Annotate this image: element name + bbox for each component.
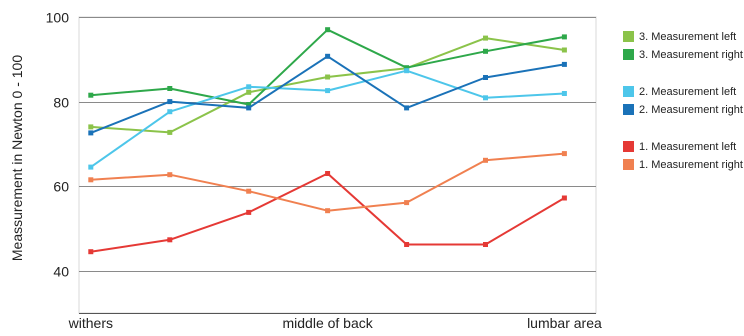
data-point [167, 99, 173, 105]
data-point [167, 86, 173, 91]
series-2 [88, 27, 567, 107]
legend-item: 3. Measurement right [623, 49, 743, 61]
data-point [246, 102, 252, 107]
data-point [561, 195, 567, 201]
series-line [90, 152, 565, 212]
y-axis-title: Meassurement in Newton 0 - 100 [9, 55, 25, 261]
data-point [561, 151, 567, 157]
legend-item: 2. Measurement left [623, 86, 736, 98]
legend-label: 1. Measurement right [639, 159, 743, 171]
data-point [88, 92, 94, 98]
data-point [561, 61, 567, 67]
data-point [404, 105, 410, 111]
data-point [88, 249, 94, 255]
series-line [90, 69, 565, 168]
data-point [167, 109, 173, 115]
axis-layer: 40 60 80 100 withers middle of back lumbar are… [46, 10, 602, 332]
data-point [325, 171, 331, 176]
data-point [483, 95, 488, 101]
legend-swatch [623, 49, 634, 60]
y-tick-label: 80 [53, 95, 69, 111]
data-point [404, 68, 410, 74]
series-3 [88, 68, 567, 170]
data-point [246, 209, 252, 215]
legend-swatch [623, 159, 634, 170]
data-point [246, 105, 252, 111]
series-6 [88, 151, 567, 214]
series-line [90, 55, 565, 134]
series-4 [88, 53, 567, 136]
legend-item: 2. Measurement right [623, 104, 743, 116]
data-point [483, 35, 488, 41]
legend-swatch [623, 86, 634, 97]
legend-item: 3. Measurement left [623, 31, 736, 43]
data-point [561, 34, 567, 40]
grid-layer [78, 16, 597, 314]
data-point [325, 53, 331, 59]
legend-label: 2. Measurement left [639, 86, 736, 98]
legend-swatch [623, 141, 634, 152]
series-line [90, 28, 565, 106]
data-point [325, 27, 331, 33]
data-point [88, 164, 94, 170]
data-point [483, 48, 488, 54]
legend: 3. Measurement left 3. Measurement right 2… [623, 31, 743, 171]
legend-swatch [623, 104, 634, 115]
legend-label: 3. Measurement right [639, 49, 743, 61]
data-point [167, 237, 173, 243]
data-point [88, 124, 94, 130]
data-point [325, 208, 331, 214]
legend-label: 1. Measurement left [639, 141, 736, 153]
data-point [561, 47, 567, 53]
y-tick-label: 60 [53, 179, 69, 195]
legend-label: 3. Measurement left [639, 31, 736, 43]
data-point [404, 200, 410, 206]
data-point [246, 89, 252, 95]
data-point [88, 130, 94, 136]
data-point [404, 242, 410, 247]
data-point [483, 157, 488, 163]
data-point [404, 65, 410, 71]
data-point [483, 242, 488, 247]
data-point [561, 91, 567, 96]
legend-label: 2. Measurement right [639, 104, 743, 116]
y-tick-label: 40 [53, 264, 69, 280]
legend-swatch [623, 31, 634, 42]
y-tick-label: 100 [46, 10, 70, 26]
x-tick-label: lumbar area [527, 315, 602, 331]
data-point [246, 84, 252, 90]
data-point [88, 177, 94, 183]
data-point [325, 74, 331, 80]
series-layer [88, 27, 567, 255]
data-point [167, 129, 173, 135]
data-point [246, 188, 252, 194]
plot-frame [78, 16, 597, 314]
x-tick-label: middle of back [282, 315, 373, 331]
x-tick-label: withers [68, 315, 113, 331]
legend-item: 1. Measurement left [623, 141, 736, 153]
data-point [483, 75, 488, 80]
data-point [167, 172, 173, 178]
series-5 [88, 171, 567, 255]
data-point [325, 88, 331, 94]
legend-item: 1. Measurement right [623, 159, 743, 171]
